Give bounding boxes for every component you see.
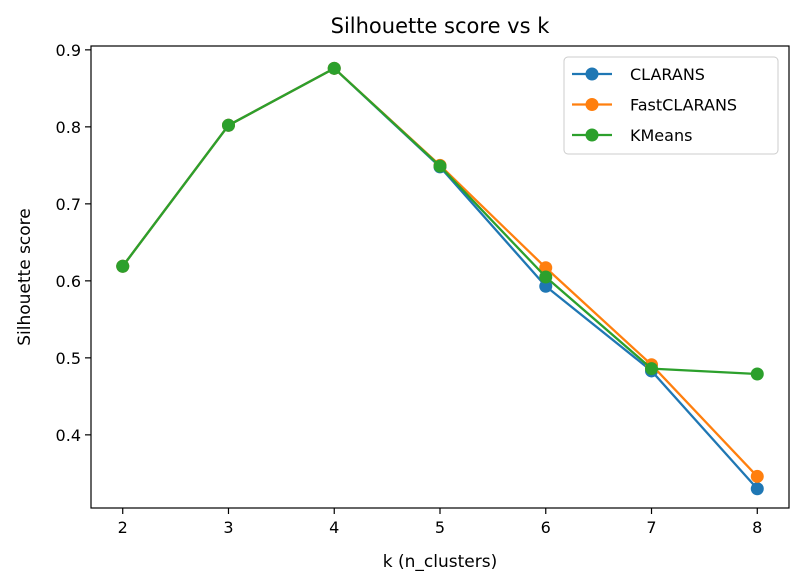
y-axis-label: Silhouette score <box>15 208 35 346</box>
legend-marker-kmeans <box>585 128 599 142</box>
data-point-fastclarans <box>539 261 553 275</box>
x-tick-label: 2 <box>118 518 128 537</box>
series-layer <box>116 61 764 496</box>
data-point-kmeans <box>750 367 764 381</box>
legend-box <box>563 56 779 155</box>
x-tick-label: 5 <box>435 518 445 537</box>
data-point-kmeans <box>327 61 341 75</box>
y-tick-label: 0.5 <box>56 349 81 368</box>
y-tick-label: 0.8 <box>56 118 81 137</box>
y-tick-label: 0.6 <box>56 272 81 291</box>
y-tick-label: 0.7 <box>56 195 81 214</box>
x-tick-label: 7 <box>646 518 656 537</box>
data-point-kmeans <box>539 270 553 284</box>
x-axis: 2 3 4 5 6 7 8 <box>118 508 762 537</box>
legend-item-clarans: CLARANS <box>572 65 705 84</box>
legend-item-kmeans: KMeans <box>572 126 692 145</box>
legend: CLARANS FastCLARANS KMeans <box>563 56 779 155</box>
x-axis-label: k (n_clusters) <box>383 552 497 572</box>
y-axis: 0.4 0.5 0.6 0.7 0.8 0.9 <box>56 41 91 445</box>
data-point-fastclarans <box>750 469 764 483</box>
x-tick-label: 3 <box>223 518 233 537</box>
x-tick-label: 6 <box>541 518 551 537</box>
x-tick-label: 8 <box>752 518 762 537</box>
data-point-kmeans <box>433 159 447 173</box>
legend-item-fastclarans: FastCLARANS <box>572 96 737 115</box>
chart-title: Silhouette score vs k <box>331 14 551 38</box>
legend-label-kmeans: KMeans <box>630 126 692 145</box>
x-tick-label: 4 <box>329 518 339 537</box>
data-point-kmeans <box>221 118 235 132</box>
legend-label-fastclarans: FastCLARANS <box>630 96 737 115</box>
data-point-clarans <box>750 482 764 496</box>
series-kmeans <box>116 61 764 381</box>
y-tick-label: 0.4 <box>56 426 81 445</box>
legend-marker-fastclarans <box>585 98 599 111</box>
legend-marker-clarans <box>585 67 599 81</box>
legend-label-clarans: CLARANS <box>630 65 705 84</box>
data-point-kmeans <box>116 259 130 273</box>
data-point-kmeans <box>645 362 659 376</box>
data-point-clarans <box>539 279 553 293</box>
y-tick-label: 0.9 <box>56 41 81 60</box>
